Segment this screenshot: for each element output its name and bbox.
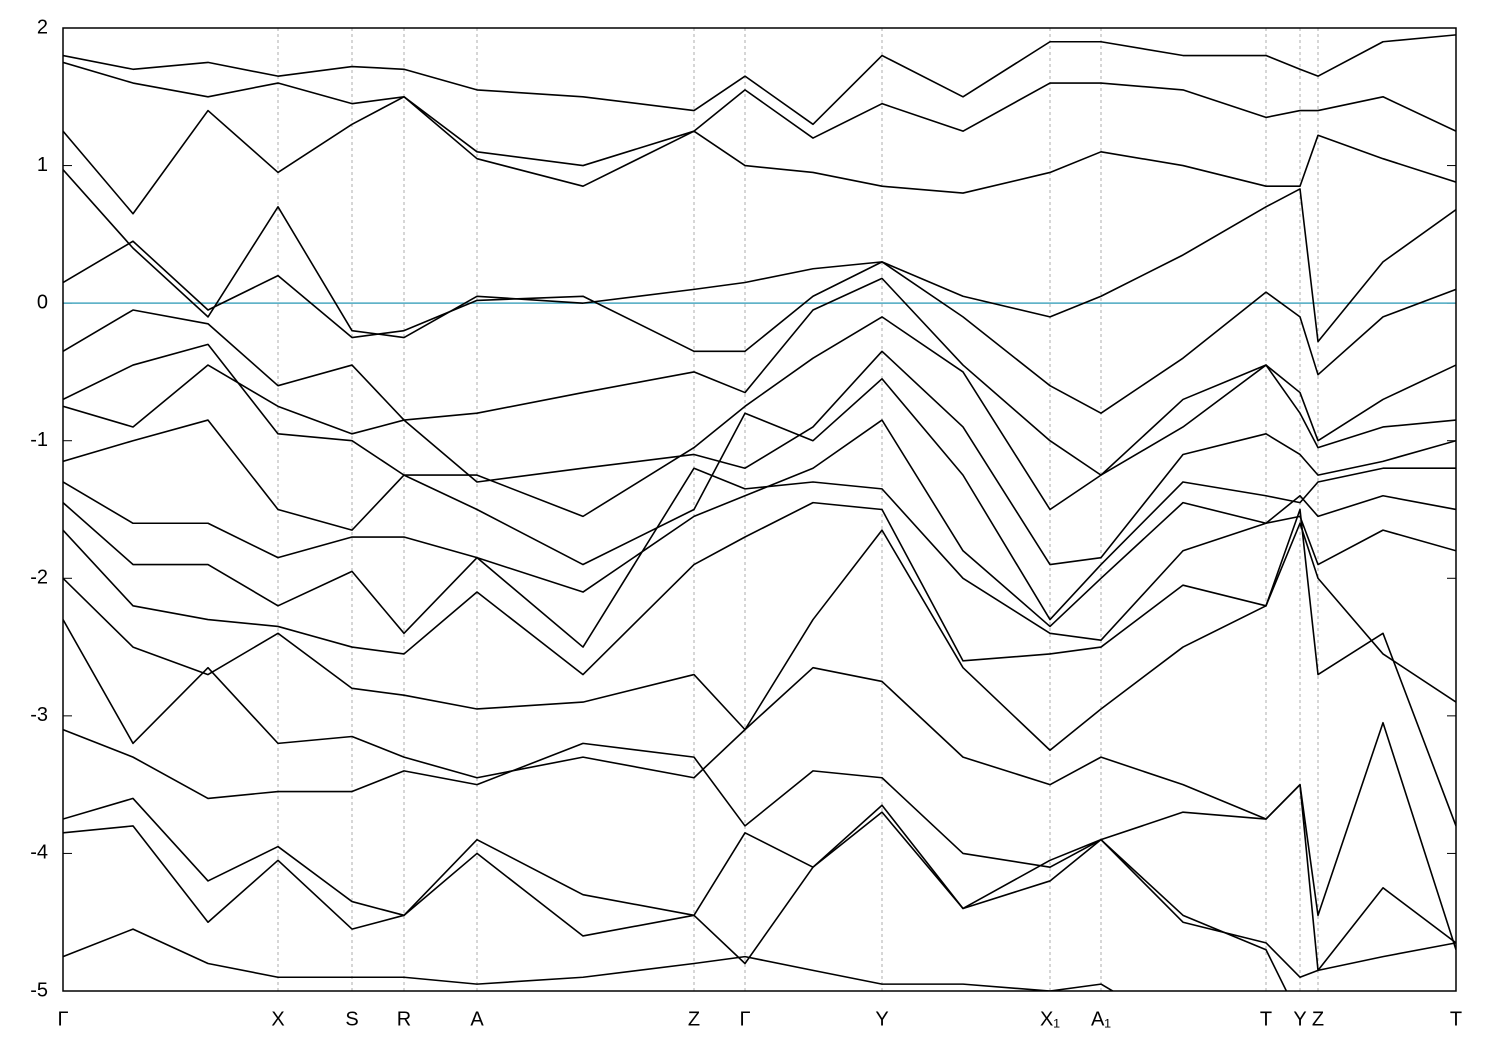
band-line [63,378,1456,621]
x-tick-label: A [470,1008,484,1030]
y-tick-label: 2 [37,16,48,38]
x-tick-label: Γ [739,1008,750,1030]
band-line [63,797,1456,979]
x-tick-label: A₁ [1091,1008,1111,1030]
band-line [63,501,1456,703]
band-line [63,34,1456,126]
plot-frame [62,27,1457,992]
x-tick-label: R [397,1008,411,1030]
band-line [63,277,1456,476]
band-line [63,61,1456,167]
x-tick-label: Y [875,1008,888,1030]
band-line [63,928,1115,991]
band-line [63,95,1456,215]
x-tick-label: S [345,1008,358,1030]
band-line [63,316,1456,518]
y-tick-label: 0 [37,291,48,313]
x-tick-label: X [271,1008,284,1030]
grid [62,27,1457,992]
y-tick-label: -4 [30,842,48,864]
band-line [63,811,1288,991]
y-tick-label: -2 [30,567,48,589]
x-tick-label: Z [1312,1008,1324,1030]
x-tick-label: T [1260,1008,1272,1030]
band-line [63,619,1456,950]
x-tick-label: Y [1293,1008,1306,1030]
band-line [63,728,1456,972]
band-line [63,240,1456,414]
band-line [63,419,1456,628]
x-tick-label: T [1450,1008,1462,1030]
bands [63,34,1456,991]
band-line [63,467,1456,648]
band-line [63,169,1456,343]
y-tick-label: -3 [30,704,48,726]
x-tick-label: Γ [57,1008,68,1030]
x-tick-label: X₁ [1040,1008,1060,1030]
band-line [63,508,1456,827]
y-tick-label: 1 [37,154,48,176]
band-line [63,350,1456,566]
y-tick-label: -1 [30,429,48,451]
y-tick-label: -5 [30,979,48,1001]
x-tick-label: Z [688,1008,700,1030]
